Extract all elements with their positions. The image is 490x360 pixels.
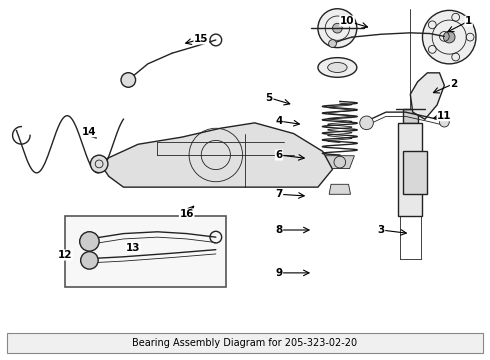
Polygon shape (329, 184, 350, 194)
Polygon shape (403, 152, 427, 194)
Text: 5: 5 (266, 93, 273, 103)
Circle shape (121, 73, 136, 87)
Polygon shape (325, 156, 354, 168)
Text: 4: 4 (275, 116, 283, 126)
Circle shape (443, 31, 455, 43)
Text: Bearing Assembly Diagram for 205-323-02-20: Bearing Assembly Diagram for 205-323-02-… (132, 338, 358, 348)
Polygon shape (398, 123, 422, 216)
Polygon shape (99, 123, 333, 187)
Polygon shape (410, 73, 444, 119)
Text: 13: 13 (126, 243, 141, 253)
Text: 8: 8 (275, 225, 283, 235)
Circle shape (80, 232, 99, 251)
Polygon shape (403, 109, 417, 123)
Text: 3: 3 (377, 225, 385, 235)
Text: 15: 15 (194, 34, 208, 44)
Bar (65, 216, 225, 287)
Text: 1: 1 (465, 16, 472, 26)
Circle shape (422, 10, 476, 64)
Text: 10: 10 (340, 16, 354, 26)
Text: 12: 12 (58, 250, 73, 260)
Text: 16: 16 (179, 209, 194, 219)
Circle shape (333, 23, 342, 33)
Bar (7, 333, 483, 353)
Text: 2: 2 (450, 78, 458, 89)
Circle shape (90, 155, 108, 173)
Text: 14: 14 (82, 127, 97, 137)
Circle shape (318, 9, 357, 48)
Circle shape (440, 117, 449, 127)
Text: 7: 7 (275, 189, 283, 199)
Circle shape (81, 252, 98, 269)
Text: 6: 6 (275, 150, 283, 160)
Circle shape (360, 116, 373, 130)
Ellipse shape (328, 63, 347, 72)
Text: 9: 9 (275, 268, 283, 278)
Ellipse shape (318, 58, 357, 77)
Circle shape (329, 40, 337, 48)
Text: 11: 11 (437, 111, 452, 121)
